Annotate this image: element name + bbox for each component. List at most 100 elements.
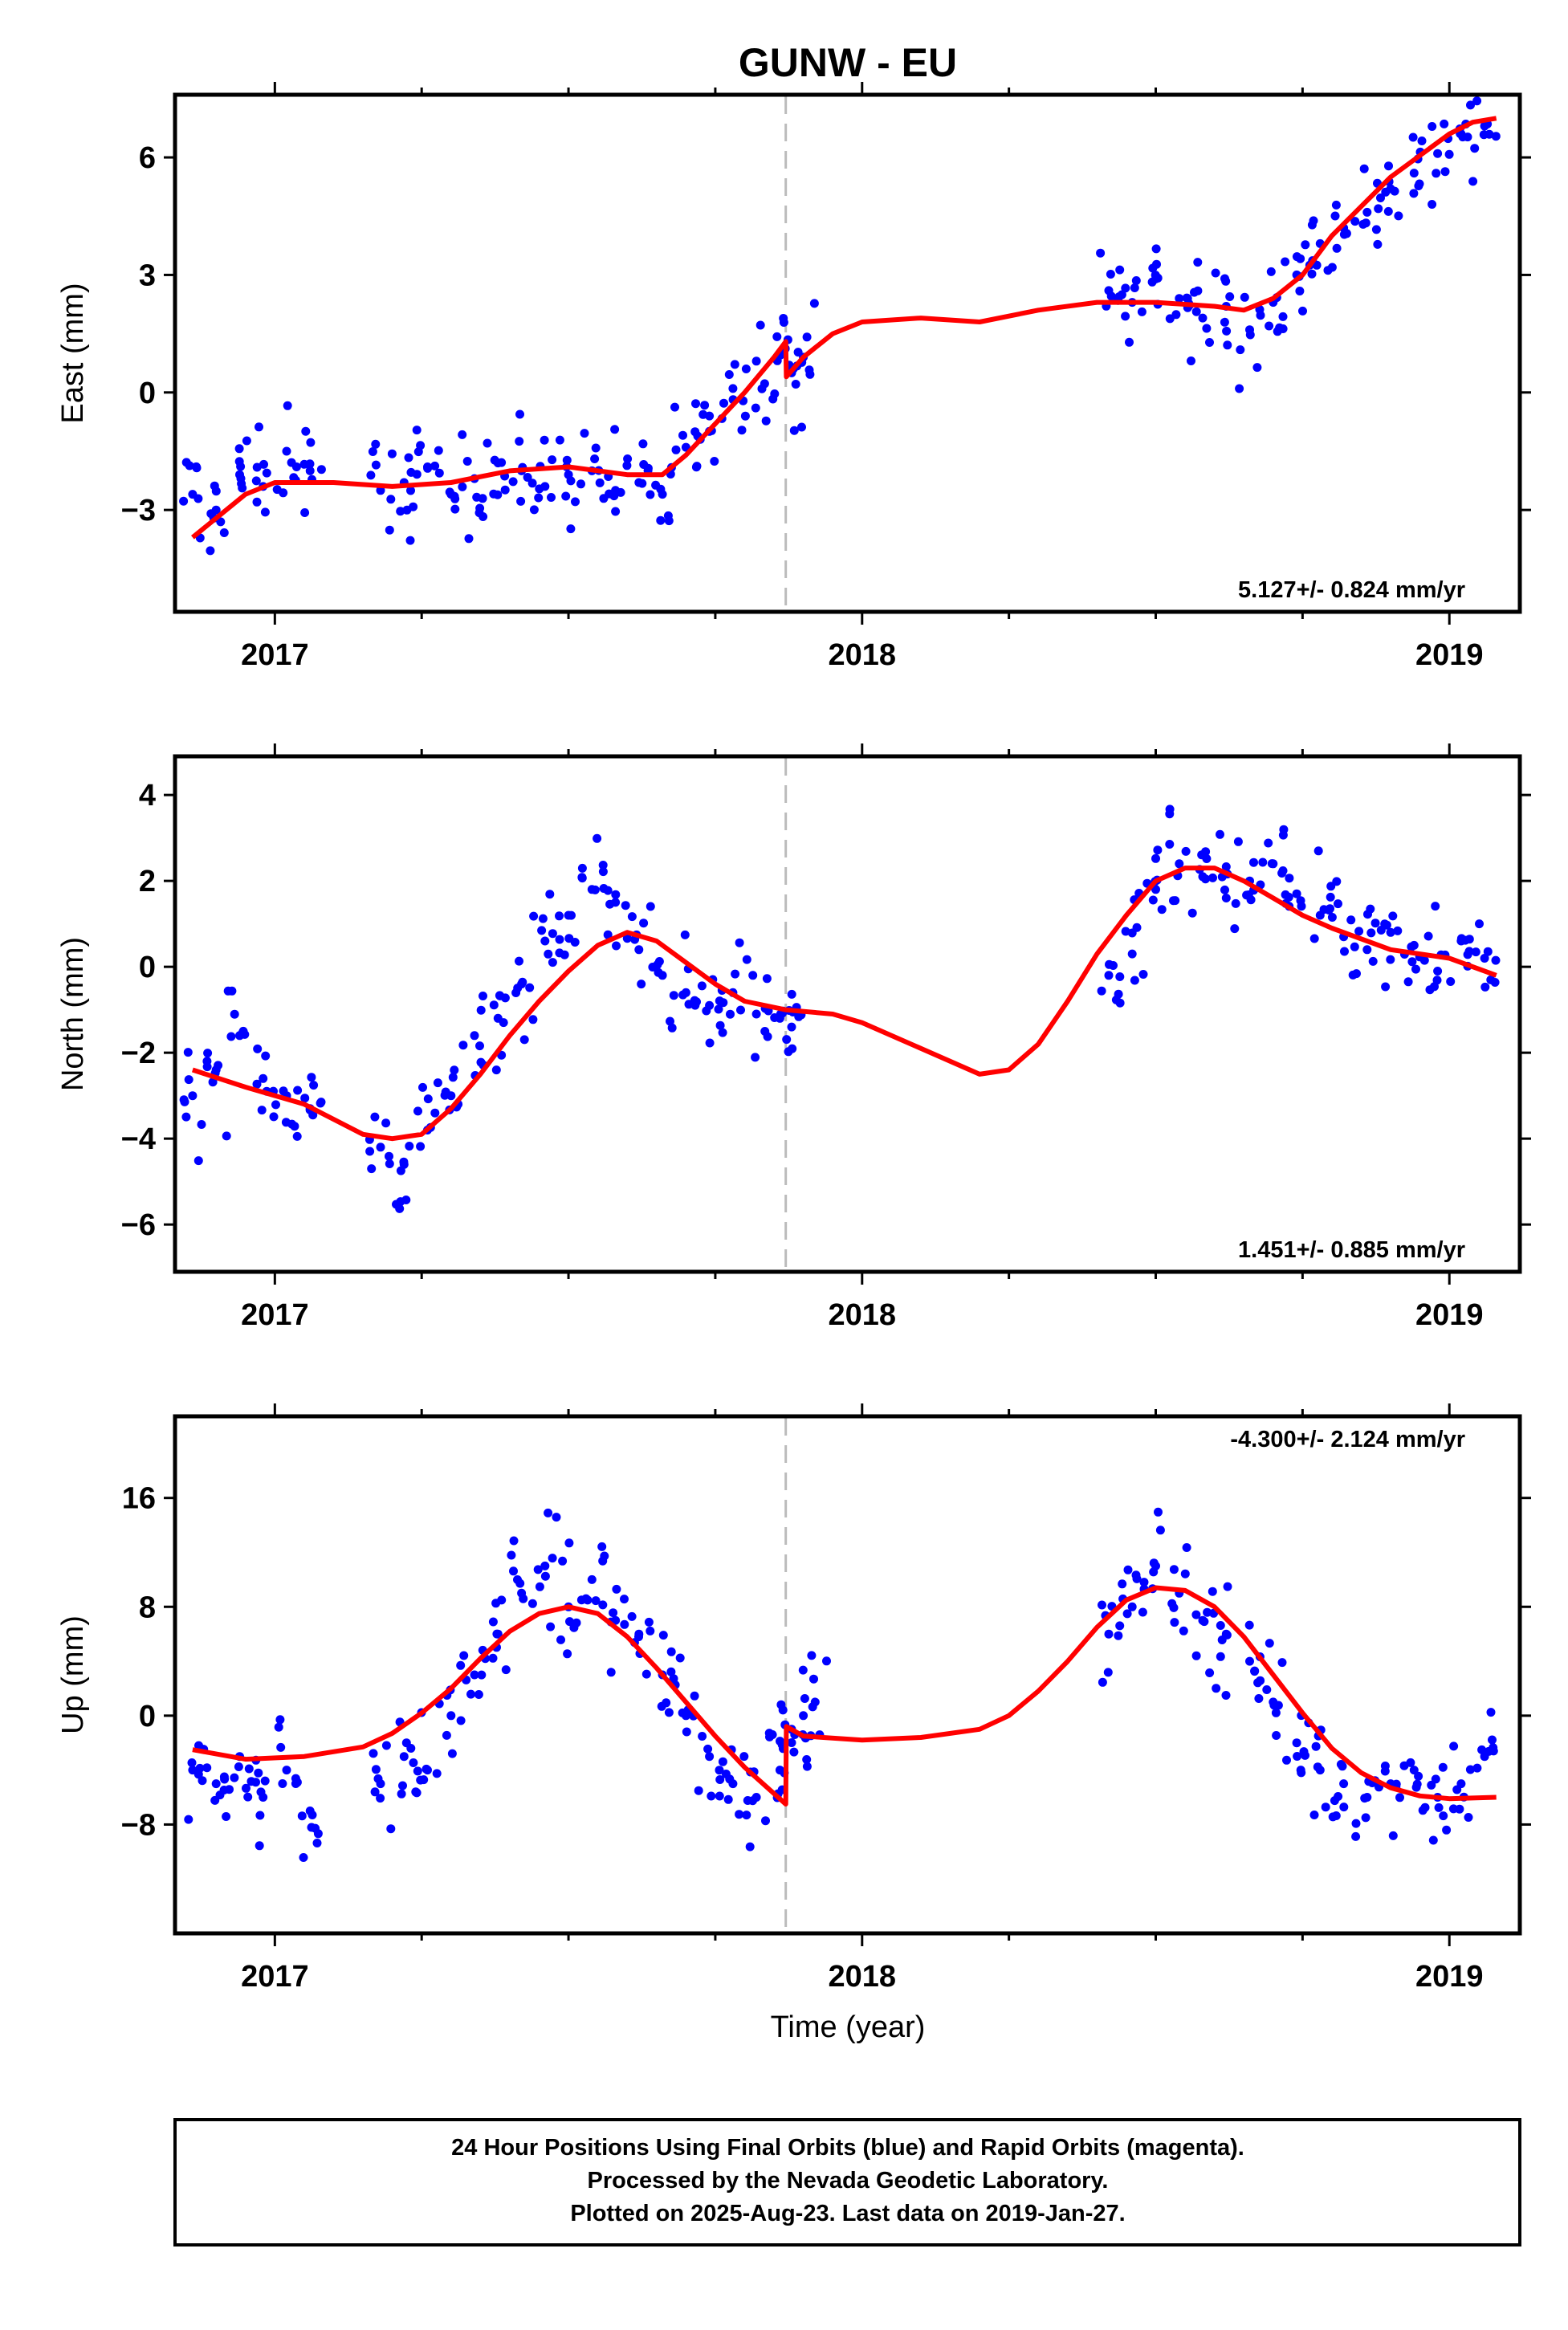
data-point <box>1376 926 1386 935</box>
data-point <box>497 458 507 467</box>
data-point <box>1327 263 1337 272</box>
data-point <box>1366 928 1376 938</box>
data-point <box>1115 1621 1125 1631</box>
data-point <box>307 1823 316 1832</box>
y-tick-label: −8 <box>121 1808 156 1842</box>
data-point <box>1191 1651 1201 1660</box>
data-point <box>644 1617 654 1627</box>
data-point <box>799 1711 808 1721</box>
data-point <box>742 955 751 964</box>
model-curve <box>191 866 1497 1142</box>
data-point <box>1368 956 1378 966</box>
data-point <box>1151 244 1161 254</box>
data-point <box>787 989 796 999</box>
data-point <box>545 890 555 899</box>
data-point <box>547 493 556 502</box>
data-point <box>492 1629 502 1639</box>
data-point <box>527 1599 537 1608</box>
data-point <box>1427 1780 1436 1790</box>
data-point <box>606 1668 616 1677</box>
data-point <box>1202 324 1212 333</box>
data-point <box>612 1584 621 1594</box>
data-point <box>260 1776 270 1786</box>
data-point <box>637 479 647 488</box>
data-point <box>381 1741 391 1750</box>
data-point <box>1371 225 1381 234</box>
data-point <box>658 1631 668 1640</box>
data-point <box>202 1057 212 1066</box>
data-point <box>1117 290 1126 299</box>
data-point <box>1165 840 1175 849</box>
data-point <box>483 438 492 448</box>
data-point <box>187 1758 197 1767</box>
data-point <box>395 1204 405 1213</box>
data-point <box>202 1763 212 1773</box>
data-point <box>1458 132 1468 142</box>
data-point <box>1205 338 1214 347</box>
data-point <box>1130 976 1139 985</box>
data-point <box>590 885 600 894</box>
data-point <box>282 1766 291 1775</box>
data-point <box>730 360 739 369</box>
data-point <box>309 1081 319 1090</box>
data-point <box>301 426 311 436</box>
data-point <box>1231 898 1240 908</box>
data-point <box>678 430 687 440</box>
data-point <box>1271 1708 1281 1717</box>
data-point <box>216 517 226 527</box>
data-point <box>669 991 678 1000</box>
data-point <box>529 505 539 515</box>
data-point <box>1167 1599 1177 1608</box>
data-point <box>680 930 690 939</box>
data-point <box>1225 292 1235 301</box>
data-point <box>540 1571 550 1581</box>
data-point <box>555 435 564 445</box>
data-point <box>1431 902 1440 911</box>
data-point <box>789 426 799 435</box>
data-point <box>405 536 415 545</box>
data-point <box>1216 1652 1225 1661</box>
data-point <box>312 1839 322 1847</box>
footer-line-1: 24 Hour Positions Using Final Orbits (bl… <box>451 2135 1244 2161</box>
data-point <box>399 1157 409 1167</box>
data-point <box>1444 149 1454 159</box>
data-point <box>611 507 621 516</box>
data-point <box>1267 859 1277 869</box>
data-point <box>1272 1731 1281 1740</box>
data-point <box>1121 312 1130 321</box>
data-point <box>1434 1802 1444 1812</box>
data-point <box>540 1561 550 1570</box>
data-point <box>798 1665 808 1675</box>
data-point <box>1326 892 1335 902</box>
data-point <box>1309 934 1319 943</box>
data-point <box>736 1005 745 1015</box>
data-point <box>423 1094 433 1104</box>
y-tick-label: 16 <box>122 1482 156 1516</box>
data-point <box>570 938 580 947</box>
data-point <box>690 1000 700 1010</box>
data-point <box>192 463 202 473</box>
data-point <box>1187 908 1197 918</box>
data-point <box>757 384 767 393</box>
data-point <box>450 494 460 503</box>
data-point <box>222 1812 231 1821</box>
data-point <box>269 1112 279 1122</box>
data-point <box>194 1741 203 1750</box>
data-point <box>385 525 394 535</box>
data-point <box>416 1142 426 1151</box>
data-point <box>1292 1738 1301 1748</box>
data-point <box>193 494 203 503</box>
data-point <box>1114 1631 1123 1640</box>
data-point <box>1121 927 1130 936</box>
data-point <box>416 441 426 450</box>
data-point <box>544 1508 553 1517</box>
data-point <box>1359 164 1369 173</box>
data-point <box>1123 1565 1133 1574</box>
data-point <box>1331 1811 1341 1820</box>
y-tick-label: 0 <box>139 951 156 984</box>
data-point <box>724 370 734 379</box>
data-point <box>1412 1779 1422 1789</box>
data-point <box>643 463 653 473</box>
data-point <box>396 1166 405 1175</box>
